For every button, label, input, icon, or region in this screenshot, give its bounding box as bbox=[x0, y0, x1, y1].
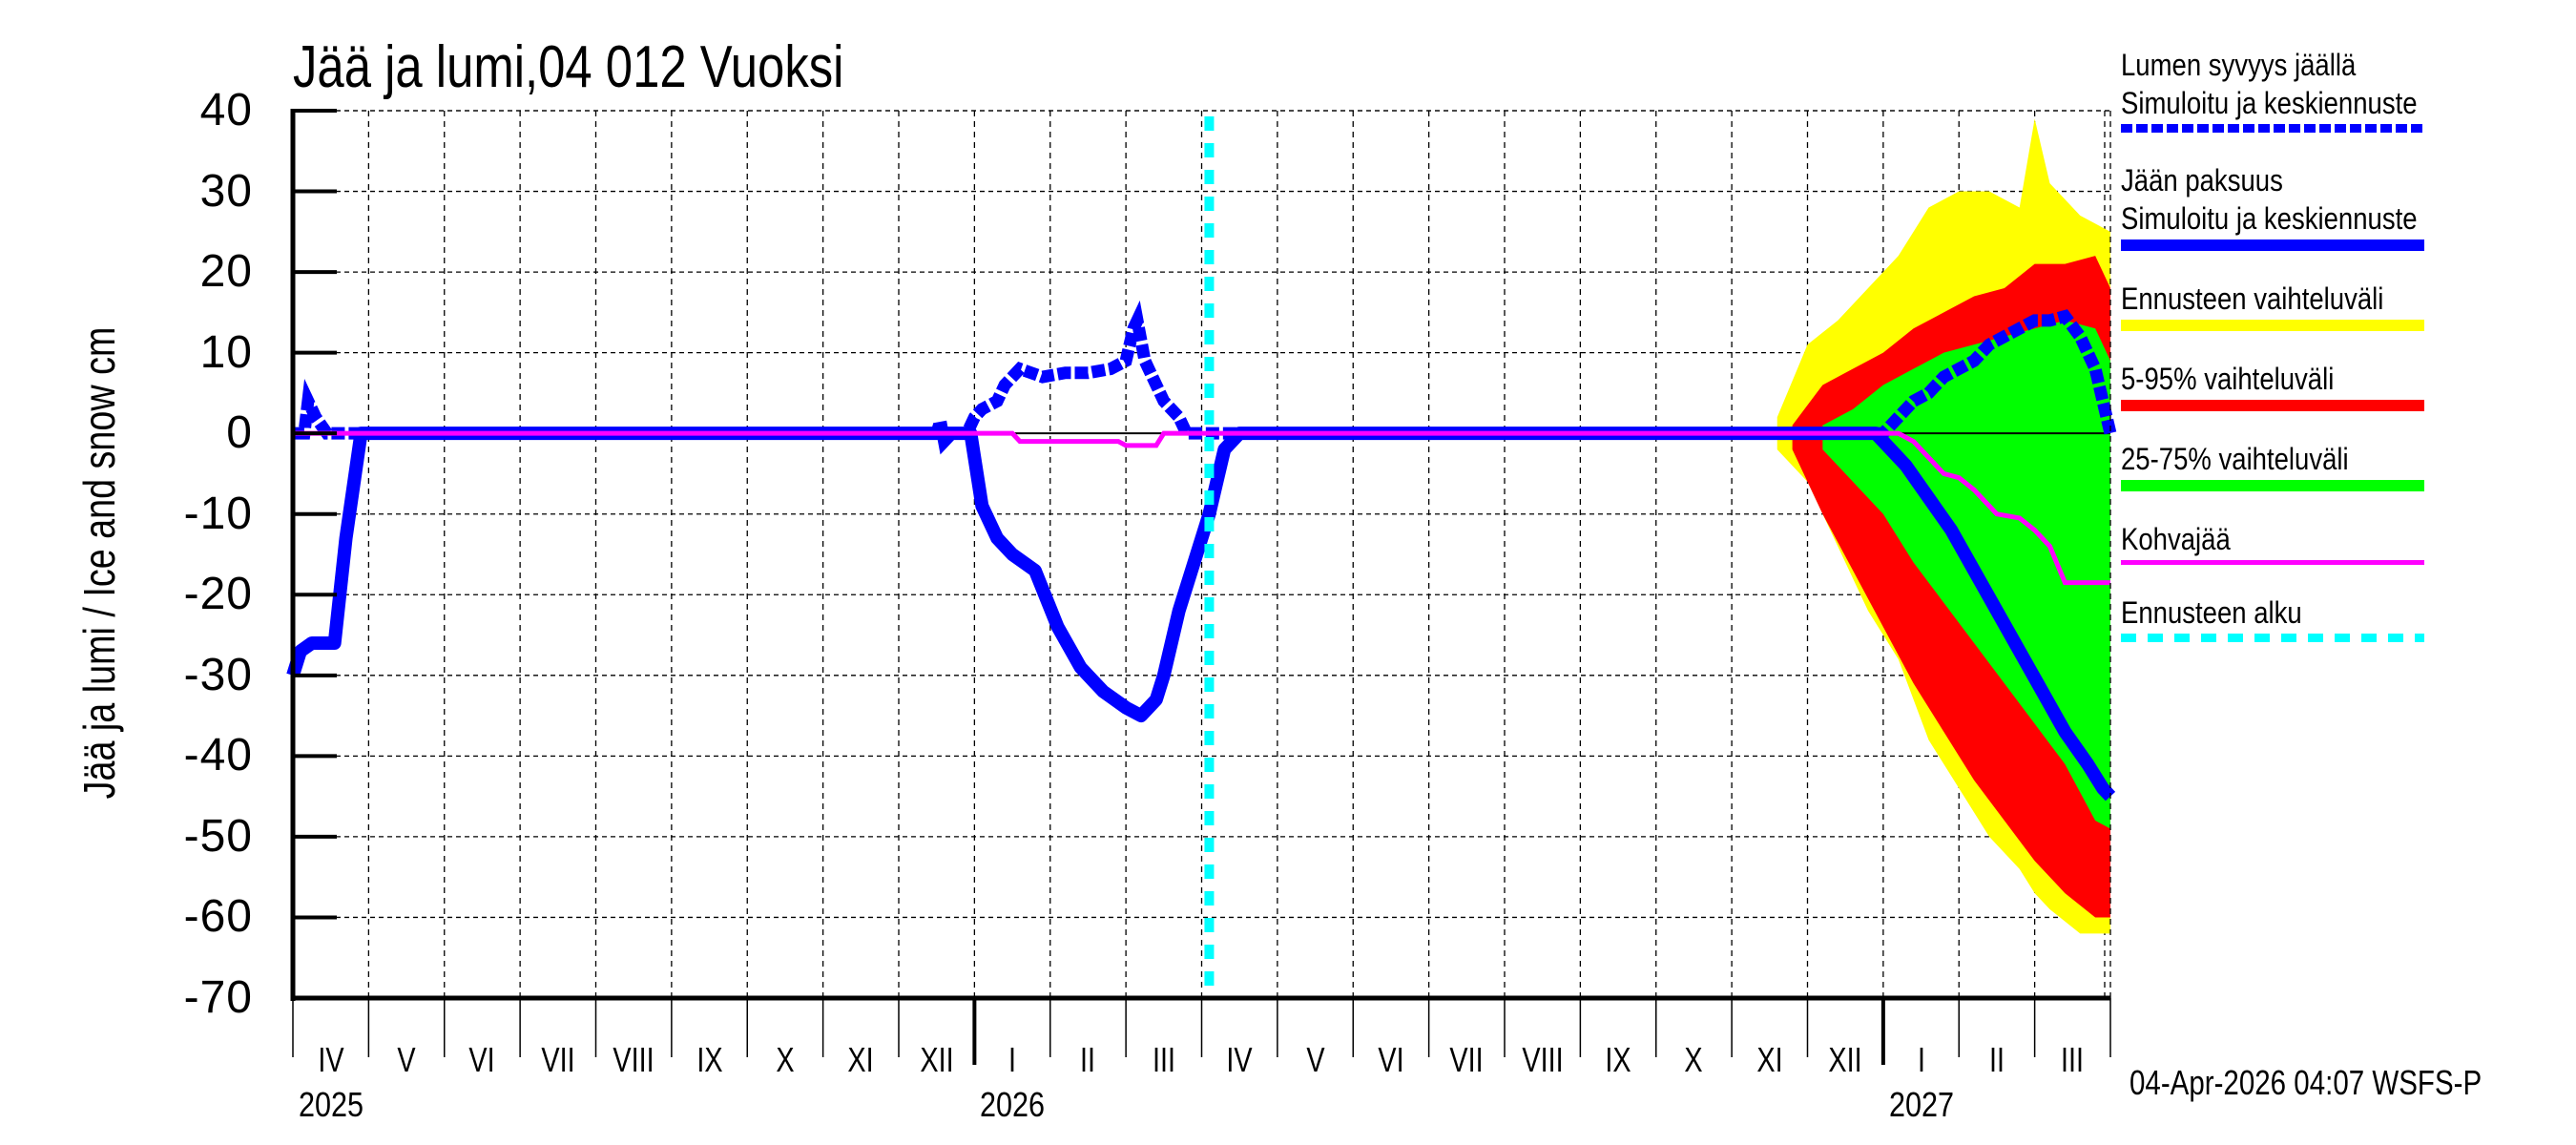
x-month-label: VII bbox=[541, 1040, 575, 1079]
legend-swatch-green bbox=[2121, 480, 2424, 491]
legend-label: Kohvajää bbox=[2121, 522, 2231, 556]
y-tick-label: -60 bbox=[183, 891, 253, 943]
legend: Lumen syvyys jäällä Simuloitu ja keskien… bbox=[2121, 46, 2569, 671]
y-tick-label: 0 bbox=[226, 407, 253, 459]
x-month-label: IV bbox=[318, 1040, 344, 1079]
data-lines bbox=[286, 300, 2117, 802]
x-month-label: VIII bbox=[1522, 1040, 1564, 1079]
x-month-label: VI bbox=[1378, 1040, 1404, 1079]
y-tick-label: -50 bbox=[183, 810, 253, 862]
x-month-label: II bbox=[1080, 1040, 1096, 1079]
x-month-label: IV bbox=[1226, 1040, 1253, 1079]
x-month-label: II bbox=[1988, 1040, 2005, 1079]
legend-label: Lumen syvyys jäällä bbox=[2121, 48, 2357, 82]
y-tick-label: 40 bbox=[199, 85, 253, 135]
x-year-label: 2025 bbox=[299, 1085, 364, 1124]
x-month-label: III bbox=[2061, 1040, 2085, 1079]
x-month-label: XI bbox=[1756, 1040, 1783, 1079]
timestamp: 04-Apr-2026 04:07 WSFS-P bbox=[2129, 1063, 2483, 1102]
legend-sublabel: Simuloitu ja keskiennuste bbox=[2121, 201, 2418, 236]
x-month-label: I bbox=[1917, 1040, 1925, 1079]
legend-swatch-yellow bbox=[2121, 320, 2424, 331]
x-month-label: III bbox=[1152, 1040, 1175, 1079]
legend-item-snow-depth: Lumen syvyys jäällä Simuloitu ja keskien… bbox=[2121, 46, 2569, 133]
x-year-label: 2027 bbox=[1888, 1085, 1954, 1124]
x-year-label: 2026 bbox=[980, 1085, 1046, 1124]
x-month-label: IX bbox=[696, 1040, 723, 1079]
x-month-label: VI bbox=[468, 1040, 496, 1079]
x-month-label: X bbox=[776, 1040, 795, 1079]
x-month-label: XII bbox=[1828, 1040, 1862, 1079]
legend-swatch-magenta bbox=[2121, 560, 2424, 565]
legend-swatch-dashed-cyan bbox=[2121, 634, 2424, 642]
legend-label: 25-75% vaihteluväli bbox=[2121, 442, 2349, 476]
snow-depth-line bbox=[293, 300, 2117, 455]
x-month-label: V bbox=[397, 1040, 416, 1079]
legend-item-forecast-start: Ennusteen alku bbox=[2121, 593, 2569, 642]
legend-label: Ennusteen vaihteluväli bbox=[2121, 281, 2384, 316]
legend-sublabel: Simuloitu ja keskiennuste bbox=[2121, 86, 2418, 120]
axes bbox=[290, 109, 2111, 1065]
x-month-label: X bbox=[1684, 1040, 1704, 1079]
x-month-label: XII bbox=[920, 1040, 954, 1079]
y-tick-label: -10 bbox=[183, 488, 253, 539]
legend-item-25-75: 25-75% vaihteluväli bbox=[2121, 440, 2569, 491]
y-tick-label: -30 bbox=[183, 649, 253, 700]
x-month-label: VIII bbox=[613, 1040, 654, 1079]
legend-label: Jään paksuus bbox=[2121, 163, 2283, 198]
y-tick-label: -40 bbox=[183, 730, 253, 781]
legend-label: 5-95% vaihteluväli bbox=[2121, 362, 2335, 396]
legend-swatch-blue bbox=[2121, 239, 2424, 251]
chart-title: Jää ja lumi,04 012 Vuoksi bbox=[293, 34, 844, 100]
legend-item-5-95: 5-95% vaihteluväli bbox=[2121, 360, 2569, 411]
x-month-label: I bbox=[1008, 1040, 1017, 1079]
x-month-label: V bbox=[1305, 1040, 1325, 1079]
y-tick-label: 20 bbox=[199, 246, 253, 298]
x-month-label: IX bbox=[1605, 1040, 1631, 1079]
legend-item-forecast-range: Ennusteen vaihteluväli bbox=[2121, 280, 2569, 331]
x-month-label: VII bbox=[1449, 1040, 1484, 1079]
y-tick-label: -20 bbox=[183, 569, 253, 620]
legend-item-slush-ice: Kohvajää bbox=[2121, 520, 2569, 565]
y-tick-label: -70 bbox=[183, 972, 253, 1023]
legend-label: Ennusteen alku bbox=[2121, 595, 2302, 630]
legend-item-ice-thickness: Jään paksuus Simuloitu ja keskiennuste bbox=[2121, 161, 2569, 251]
legend-swatch-red bbox=[2121, 400, 2424, 411]
y-tick-label: 30 bbox=[199, 165, 253, 217]
y-tick-label: 10 bbox=[199, 326, 253, 378]
legend-swatch-dashed-blue bbox=[2121, 124, 2424, 133]
slush-ice-line bbox=[293, 430, 2110, 586]
x-month-label: XI bbox=[847, 1040, 874, 1079]
